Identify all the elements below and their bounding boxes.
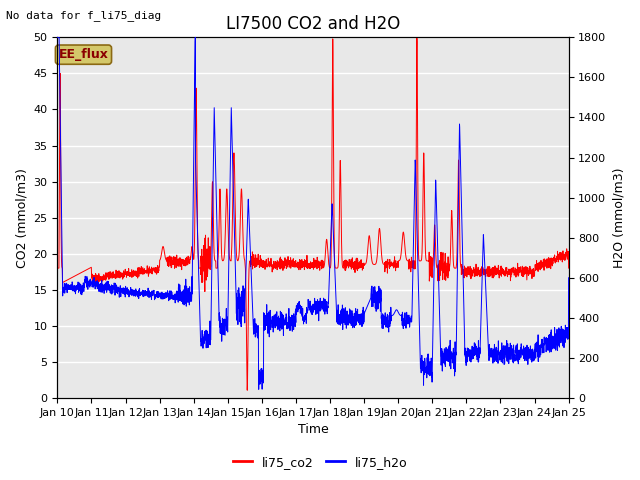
Text: EE_flux: EE_flux bbox=[58, 48, 108, 61]
Y-axis label: CO2 (mmol/m3): CO2 (mmol/m3) bbox=[15, 168, 28, 267]
Y-axis label: H2O (mmol/m3): H2O (mmol/m3) bbox=[612, 168, 625, 268]
Text: No data for f_li75_diag: No data for f_li75_diag bbox=[6, 10, 162, 21]
Title: LI7500 CO2 and H2O: LI7500 CO2 and H2O bbox=[226, 15, 400, 33]
Legend: li75_co2, li75_h2o: li75_co2, li75_h2o bbox=[228, 451, 412, 474]
X-axis label: Time: Time bbox=[298, 423, 328, 436]
